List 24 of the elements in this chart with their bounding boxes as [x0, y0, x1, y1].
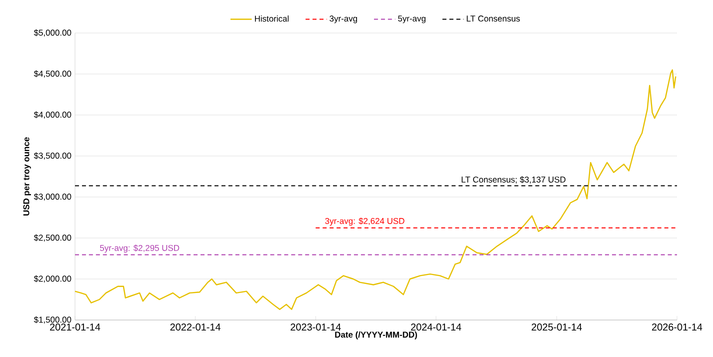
y-tick-label: $3,000.00: [34, 193, 72, 201]
y-tick-label: $4,500.00: [34, 70, 72, 78]
legend-label: 5yr-avg: [398, 16, 426, 24]
x-tick-label: 2026-01-14: [652, 324, 702, 331]
annotation: 5yr-avg: $2,295 USD: [100, 244, 180, 253]
legend-label: LT Consensus: [466, 16, 520, 22]
legend-label: 3yr-avg: [330, 16, 358, 24]
y-tick-label: $1,500.00: [34, 316, 72, 324]
line-series: [74, 69, 676, 310]
x-tick-label: 2024-01-14: [411, 324, 462, 331]
x-tick-label: 2021-01-14: [50, 324, 100, 331]
x-tick-label: 2022-01-14: [170, 324, 221, 331]
x-axis-title: Date (/YYYY-MM-DD): [335, 331, 417, 340]
x-tick-label: 2025-01-14: [532, 324, 582, 331]
annotation: LT Consensus; $3,137 USD: [462, 176, 566, 184]
y-tick-label: $2,000.00: [34, 275, 72, 283]
y-tick-label: $5,000.00: [34, 29, 72, 37]
legend-label: Historical: [255, 15, 289, 22]
y-tick-label: $4,000.00: [34, 111, 72, 119]
y-tick-label: $3,500.00: [34, 152, 72, 160]
y-axis-title: USD per troy ounce: [23, 137, 31, 216]
x-tick-label: 2023-01-14: [290, 324, 341, 331]
annotation: 3yr-avg: $2,624 USD: [325, 218, 404, 226]
y-tick-label: $2,500.00: [34, 234, 72, 242]
